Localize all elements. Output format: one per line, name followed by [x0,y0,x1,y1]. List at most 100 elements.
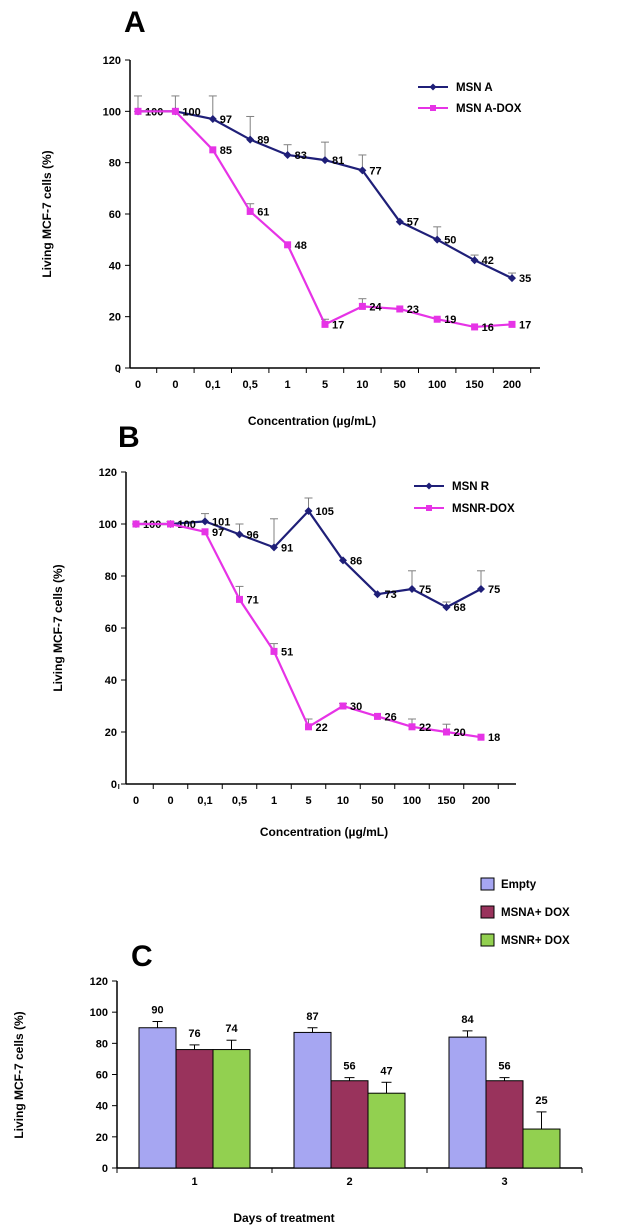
data-label: 30 [350,701,362,713]
data-point [433,235,442,244]
legend-marker [425,482,433,490]
data-label: 51 [281,646,293,658]
data-point [374,712,381,720]
data-label: 68 [454,602,466,614]
y-tick-label: 0 [115,363,121,375]
x-tick-label: 1 [191,1176,197,1188]
data-point [270,543,278,552]
data-point [358,166,367,175]
data-point [321,156,329,165]
data-point [283,150,292,159]
data-label: 77 [369,165,381,177]
data-label: 42 [482,255,494,267]
legend-marker [429,83,437,91]
data-label: 97 [212,527,224,539]
y-tick-label: 120 [90,976,108,988]
x-tick-label: 100 [403,795,421,807]
bar [485,1080,524,1169]
data-label: 84 [461,1014,474,1026]
data-point [395,217,404,226]
data-label: 20 [454,727,466,739]
y-tick-label: 40 [109,260,121,272]
y-tick-label: 20 [105,727,117,739]
data-point [443,728,450,736]
data-label: 24 [369,301,382,313]
x-tick-label: 50 [394,379,406,391]
data-label: 76 [188,1028,200,1040]
data-label: 17 [519,319,531,331]
data-point [471,323,479,331]
data-label: 57 [407,217,419,229]
x-tick-label: 1 [271,795,277,807]
y-axis-title: Living MCF-7 cells (%) [51,564,65,691]
series-line [138,110,513,280]
data-label: 23 [407,304,419,316]
x-tick-label: 2 [346,1176,352,1188]
x-tick-label: 10 [337,795,349,807]
y-tick-label: 120 [103,55,121,67]
y-tick-label: 20 [96,1132,108,1144]
x-tick-label: 10 [356,379,368,391]
data-label: 100 [182,106,200,118]
data-point [167,520,174,528]
x-axis-title: Days of treatment [233,1211,334,1225]
x-tick-label: 0,5 [232,795,247,807]
x-tick-label: 0 [172,379,178,391]
y-tick-label: 100 [99,519,117,531]
data-point [305,723,312,731]
data-label: 75 [419,584,431,596]
x-tick-label: 0 [135,379,141,391]
data-point [209,146,217,154]
bar [212,1049,251,1169]
legend-marker [430,105,436,111]
data-label: 18 [488,732,500,744]
series-0: 90 87 84 [138,1005,487,1169]
data-point [358,302,366,310]
legend-label: MSN R [452,481,490,493]
data-label: 17 [332,319,344,331]
data-point [246,207,254,215]
data-point [433,315,441,323]
data-point [477,733,485,741]
data-point [408,723,416,731]
data-point [134,107,142,115]
panel-letter: A [124,6,146,39]
data-point [339,702,347,710]
data-label: 22 [316,722,328,734]
data-label: 25 [535,1095,547,1107]
data-label: 71 [247,594,259,606]
y-axis-title: Living MCF-7 cells (%) [40,150,54,277]
data-label: 35 [519,273,531,285]
data-point [508,320,516,328]
data-point [408,585,416,593]
bar [522,1128,561,1169]
data-point [284,241,292,249]
legend-swatch [480,877,495,891]
data-label: 86 [350,555,362,567]
legend-label: MSN A [456,82,493,94]
y-tick-label: 60 [105,623,117,635]
series-1: 76 56 56 [175,1028,524,1169]
y-tick-label: 0 [102,1163,108,1175]
x-tick-label: 0,1 [197,795,212,807]
data-point [304,507,313,515]
data-label: 97 [220,114,232,126]
data-label: 90 [151,1005,163,1017]
y-tick-label: 0 [111,779,117,791]
data-point [270,647,278,655]
x-tick-label: 5 [305,795,311,807]
x-tick-label: 0,5 [243,379,258,391]
x-tick-label: 1 [285,379,291,391]
legend-swatch [480,933,495,947]
x-tick-label: 0,1 [205,379,220,391]
data-label: 91 [281,542,293,554]
series-1: 97 71 51 22 30 26 22 20 18 [132,520,500,744]
data-point [339,556,347,565]
series-line [136,522,482,739]
data-label: 85 [220,145,232,157]
data-label: 56 [343,1061,355,1073]
data-point [321,320,329,328]
